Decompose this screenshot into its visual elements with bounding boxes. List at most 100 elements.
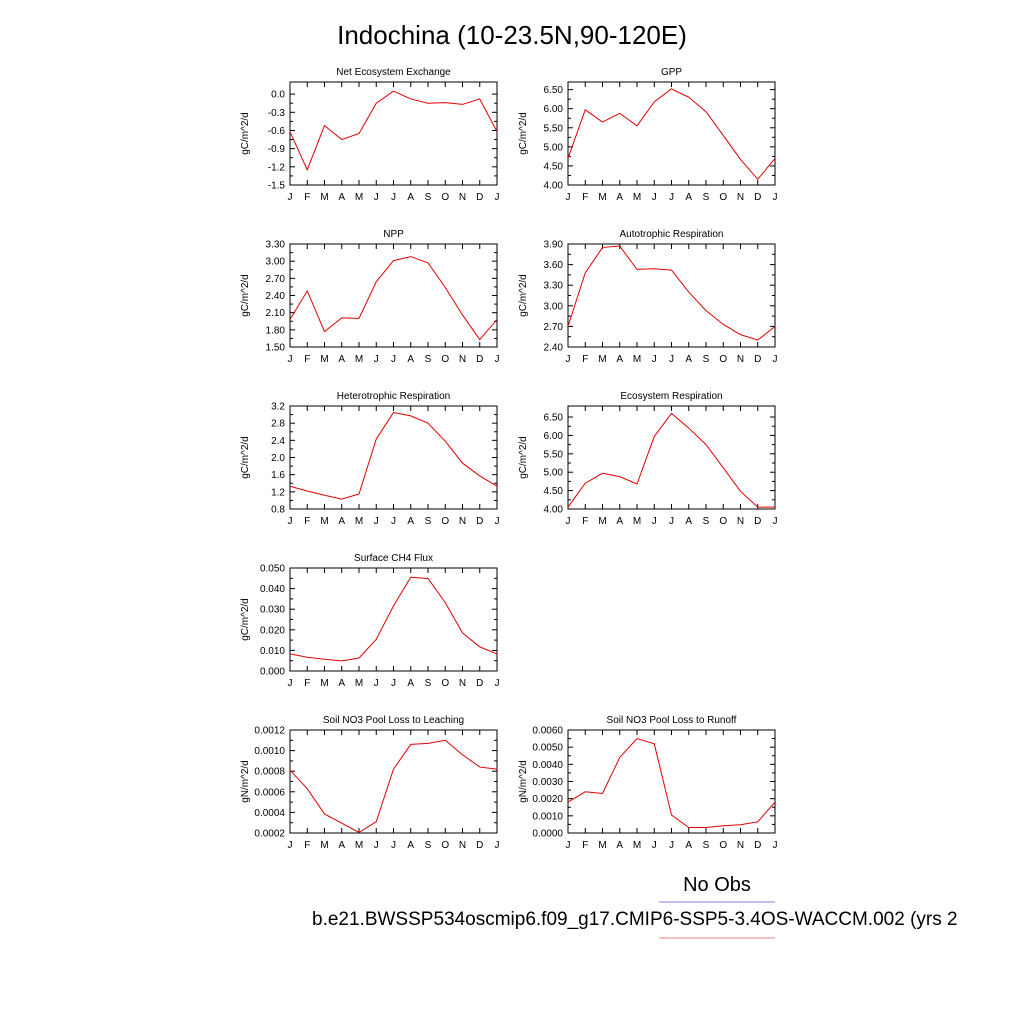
x-tick-label: N bbox=[459, 354, 466, 365]
x-tick-label: S bbox=[425, 516, 432, 527]
series-line bbox=[290, 576, 497, 662]
x-tick-label: M bbox=[633, 840, 641, 851]
chart-panel-1: Net Ecosystem Exchange gC/m^2/d -1.5 -1.2 -0… bbox=[240, 67, 500, 203]
y-tick-label: 0.0020 bbox=[532, 794, 563, 805]
y-axis-label: gN/m^2/d bbox=[518, 760, 529, 803]
chart-panels: Net Ecosystem Exchange gC/m^2/d -1.5 -1.2 -0… bbox=[240, 67, 778, 851]
x-tick-label: J bbox=[391, 678, 396, 689]
y-axis-label: gC/m^2/d bbox=[240, 112, 251, 155]
x-tick-label: A bbox=[685, 516, 692, 527]
plot-frame bbox=[567, 405, 776, 510]
x-tick-label: J bbox=[495, 678, 500, 689]
x-tick-label: M bbox=[320, 354, 328, 365]
y-tick-label: 2.40 bbox=[266, 291, 286, 302]
y-tick-label: 0.8 bbox=[271, 505, 285, 516]
x-tick-label: J bbox=[391, 840, 396, 851]
x-tick-label: J bbox=[495, 354, 500, 365]
x-tick-label: J bbox=[495, 516, 500, 527]
x-tick-label: M bbox=[355, 678, 363, 689]
x-tick-label: N bbox=[459, 678, 466, 689]
y-axis-label: gC/m^2/d bbox=[518, 112, 529, 155]
series-line bbox=[568, 412, 775, 508]
x-tick-label: M bbox=[355, 516, 363, 527]
y-tick-label: 6.00 bbox=[544, 431, 564, 442]
x-tick-label: D bbox=[476, 840, 483, 851]
y-tick-label: -0.6 bbox=[268, 126, 286, 137]
x-tick-label: N bbox=[459, 192, 466, 203]
chart-panel-8: Soil NO3 Pool Loss to LeachinggN/m^2/d0.… bbox=[240, 715, 500, 851]
y-tick-label: 4.50 bbox=[544, 161, 564, 172]
x-tick-label: J bbox=[652, 840, 657, 851]
y-tick-label: 5.50 bbox=[544, 123, 564, 134]
chart-panel-4: Autotrophic Respiration gC/m^2/d 2.40 2.70 3… bbox=[518, 229, 778, 365]
x-tick-label: F bbox=[582, 840, 588, 851]
x-tick-label: S bbox=[425, 840, 432, 851]
x-tick-label: J bbox=[391, 516, 396, 527]
chart-panel-3: NPP gC/m^2/d 1.50 1.80 2.10 2.40 2.70 3.00 3.30 J… bbox=[240, 229, 500, 365]
panel-title: GPP bbox=[661, 67, 682, 78]
x-tick-label: A bbox=[407, 840, 414, 851]
x-tick-label: J bbox=[288, 192, 293, 203]
x-tick-label: M bbox=[355, 840, 363, 851]
y-tick-label: 0.0004 bbox=[254, 808, 285, 819]
panel-title: Ecosystem Respiration bbox=[620, 391, 722, 402]
series-line bbox=[290, 411, 497, 500]
y-tick-label: 0.040 bbox=[260, 584, 285, 595]
x-tick-label: J bbox=[374, 192, 379, 203]
y-tick-label: 0.050 bbox=[260, 564, 285, 575]
x-tick-label: J bbox=[391, 354, 396, 365]
y-tick-label: 2.8 bbox=[271, 419, 285, 430]
panel-title: Soil NO3 Pool Loss to Leaching bbox=[323, 715, 464, 726]
y-tick-label: 0.0002 bbox=[254, 829, 285, 840]
x-tick-label: A bbox=[685, 840, 692, 851]
y-tick-label: -1.5 bbox=[268, 181, 286, 192]
x-tick-label: D bbox=[476, 192, 483, 203]
y-tick-label: 2.0 bbox=[271, 453, 285, 464]
x-tick-label: S bbox=[703, 516, 710, 527]
x-tick-label: J bbox=[288, 354, 293, 365]
y-tick-label: 3.2 bbox=[271, 402, 285, 413]
y-tick-label: 4.50 bbox=[544, 486, 564, 497]
x-tick-label: D bbox=[754, 840, 761, 851]
y-tick-label: 2.4 bbox=[271, 436, 285, 447]
x-tick-label: A bbox=[616, 192, 623, 203]
y-tick-label: 1.6 bbox=[271, 470, 285, 481]
y-tick-label: 0.0060 bbox=[532, 726, 563, 737]
y-tick-label: 0.0006 bbox=[254, 787, 285, 798]
y-tick-label: 0.020 bbox=[260, 625, 285, 636]
x-tick-label: M bbox=[598, 354, 606, 365]
chart-panel-7: Surface CH4 Flux gC/m^2/d 0.000 0.010 0.020 0… bbox=[240, 553, 500, 689]
y-tick-label: 4.00 bbox=[544, 505, 564, 516]
series-line bbox=[290, 90, 497, 172]
chart-panel-5: Heterotrophic Respiration gC/m^2/d 0.8 1.2 1… bbox=[240, 391, 500, 527]
series-line bbox=[568, 738, 775, 829]
y-axis-label: gC/m^2/d bbox=[240, 436, 251, 479]
x-tick-label: J bbox=[669, 192, 674, 203]
plot-frame bbox=[567, 81, 776, 186]
x-tick-label: N bbox=[737, 516, 744, 527]
plot-frame bbox=[567, 243, 776, 348]
y-axis-label: gC/m^2/d bbox=[518, 274, 529, 317]
x-tick-label: F bbox=[304, 516, 310, 527]
x-tick-label: J bbox=[652, 192, 657, 203]
x-tick-label: N bbox=[459, 516, 466, 527]
x-tick-label: O bbox=[441, 840, 449, 851]
y-tick-label: 0.0008 bbox=[254, 767, 285, 778]
y-tick-label: 6.00 bbox=[544, 104, 564, 115]
y-tick-label: 0.000 bbox=[260, 667, 285, 678]
y-tick-label: 3.30 bbox=[266, 240, 286, 251]
x-tick-label: S bbox=[703, 354, 710, 365]
series-line bbox=[568, 245, 775, 341]
x-tick-label: S bbox=[425, 192, 432, 203]
x-tick-label: N bbox=[459, 840, 466, 851]
y-axis-label: gC/m^2/d bbox=[240, 274, 251, 317]
x-tick-label: A bbox=[338, 678, 345, 689]
x-tick-label: M bbox=[320, 516, 328, 527]
y-tick-label: 3.60 bbox=[544, 260, 564, 271]
y-tick-label: 3.00 bbox=[266, 257, 286, 268]
x-tick-label: A bbox=[338, 840, 345, 851]
y-tick-label: 0.010 bbox=[260, 646, 285, 657]
x-tick-label: N bbox=[737, 840, 744, 851]
legend-obs-label: No Obs bbox=[683, 874, 751, 896]
